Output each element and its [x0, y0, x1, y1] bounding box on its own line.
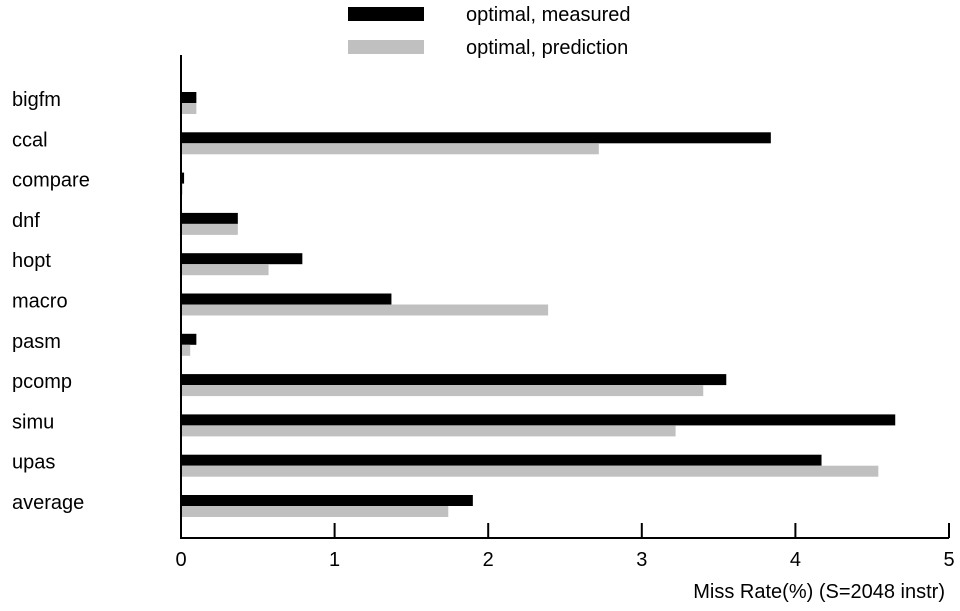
bar-measured-average — [181, 495, 473, 506]
bar-prediction-average — [181, 506, 449, 517]
x-axis-label: Miss Rate(%) (S=2048 instr) — [693, 581, 945, 603]
bar-measured-compare — [181, 172, 185, 184]
category-label-pasm: pasm — [12, 331, 61, 353]
x-tick-label-5: 5 — [943, 549, 954, 571]
category-labels: bigfm ccal compare dnf hopt macro pasm pcomp sim… — [12, 89, 90, 514]
bar-measured-upas — [181, 454, 822, 466]
category-label-compare: compare — [12, 170, 90, 192]
category-label-bigfm: bigfm — [12, 89, 61, 111]
bar-prediction-ccal — [181, 143, 599, 155]
bar-prediction-upas — [181, 465, 879, 477]
bar-measured-ccal — [181, 132, 771, 144]
bar-measured-macro — [181, 293, 392, 305]
category-label-macro: macro — [12, 291, 68, 313]
bar-measured-dnf — [181, 212, 238, 224]
bar-prediction-pcomp — [181, 385, 704, 397]
x-ticks: 0 1 2 3 4 5 — [175, 523, 955, 571]
bar-measured-hopt — [181, 253, 303, 265]
category-label-ccal: ccal — [12, 129, 48, 151]
x-tick-label-2: 2 — [483, 549, 494, 571]
bar-measured-pasm — [181, 333, 197, 345]
category-label-pcomp: pcomp — [12, 371, 72, 393]
legend: optimal, measured optimal, prediction — [348, 4, 631, 59]
bar-measured-simu — [181, 414, 896, 426]
bar-measured-bigfm — [181, 92, 197, 103]
bar-prediction-simu — [181, 425, 676, 437]
category-label-dnf: dnf — [12, 210, 40, 232]
bar-prediction-pasm — [181, 344, 191, 356]
bar-prediction-dnf — [181, 223, 238, 235]
legend-label-2: optimal, prediction — [466, 37, 628, 59]
bar-prediction-hopt — [181, 264, 269, 276]
x-tick-label-1: 1 — [329, 549, 340, 571]
x-tick-label-0: 0 — [175, 549, 186, 571]
x-tick-label-4: 4 — [790, 549, 801, 571]
legend-swatch-1 — [348, 7, 424, 21]
category-label-hopt: hopt — [12, 250, 51, 272]
bar-prediction-macro — [181, 304, 549, 316]
category-label-average: average — [12, 492, 84, 514]
legend-swatch-2 — [348, 40, 424, 54]
legend-label-1: optimal, measured — [466, 4, 631, 26]
bar-measured-pcomp — [181, 374, 727, 386]
category-label-simu: simu — [12, 411, 54, 433]
bar-prediction-bigfm — [181, 103, 197, 114]
bars — [181, 92, 896, 517]
category-label-upas: upas — [12, 452, 55, 474]
x-tick-label-3: 3 — [636, 549, 647, 571]
